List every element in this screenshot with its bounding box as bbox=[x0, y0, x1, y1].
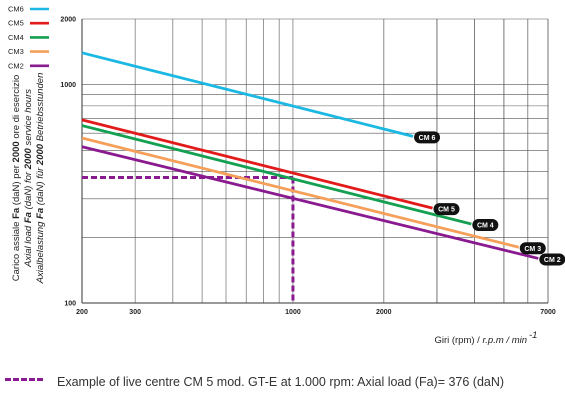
legend-label-cm2: CM2 bbox=[8, 61, 24, 70]
y-tick-label: 1000 bbox=[60, 82, 76, 89]
badge-cm3 bbox=[519, 242, 546, 255]
series-line-cm3 bbox=[81, 136, 520, 249]
y-tick-label: 100 bbox=[64, 301, 76, 308]
legend: CM6 CM5 CM4 CM3 CM2 bbox=[8, 5, 49, 70]
badge-label-cm2: CM 2 bbox=[544, 257, 561, 264]
badge-cm6 bbox=[414, 131, 441, 144]
example-dash-icon bbox=[5, 378, 43, 382]
series-line-cm4 bbox=[81, 124, 472, 226]
y-label-line: Carico assiale Fa (daN) per 2000 ore di … bbox=[11, 75, 22, 281]
legend-label-cm5: CM5 bbox=[8, 19, 24, 28]
legend-label-cm3: CM3 bbox=[8, 47, 24, 56]
series-badges: CM 6 CM 5 CM 4 CM 3CM 2 bbox=[414, 131, 565, 266]
badge-label-cm4: CM 4 bbox=[477, 223, 494, 230]
series-line-cm2 bbox=[81, 145, 539, 260]
y-tick-label: 2000 bbox=[60, 17, 76, 24]
grid-lines bbox=[81, 18, 549, 304]
x-axis-label: Giri (rpm) / r.p.m / min -1 bbox=[434, 330, 537, 346]
series-lines bbox=[81, 51, 539, 260]
legend-label-cm6: CM6 bbox=[8, 5, 24, 14]
badge-cm4 bbox=[472, 219, 499, 232]
y-axis-label: Carico assiale Fa (daN) per 2000 ore di … bbox=[11, 73, 46, 285]
badge-label-cm3: CM 3 bbox=[524, 246, 541, 253]
x-tick-label: 300 bbox=[129, 309, 141, 316]
x-tick-label: 2000 bbox=[376, 309, 392, 316]
legend-label-cm4: CM4 bbox=[8, 33, 24, 42]
example-marker bbox=[82, 175, 295, 303]
y-label-line: Axial load Fa (daN) for 2000 service hou… bbox=[23, 89, 34, 268]
badge-cm2 bbox=[539, 253, 565, 266]
x-tick-label: 7000 bbox=[540, 309, 556, 316]
badge-cm5 bbox=[433, 203, 460, 216]
axial-load-chart: CM 6 CM 5 CM 4 CM 3CM 2 200 300 1000 2000 7000 1… bbox=[8, 5, 565, 346]
series-line-cm5 bbox=[81, 118, 433, 210]
caption-text: Example of live centre CM 5 mod. GT-E at… bbox=[57, 375, 505, 389]
badge-label-cm5: CM 5 bbox=[438, 207, 455, 214]
tick-labels: 200 300 1000 2000 7000 100 1000 2000 bbox=[60, 17, 555, 317]
x-tick-label: 1000 bbox=[285, 309, 301, 316]
series-line-cm6 bbox=[81, 51, 414, 138]
y-label-line: Axialbelastung Fa (daN) für 2000 Betrieb… bbox=[35, 73, 46, 285]
x-label-superscript: -1 bbox=[529, 330, 537, 341]
x-tick-label: 200 bbox=[76, 309, 88, 316]
example-caption: Example of live centre CM 5 mod. GT-E at… bbox=[4, 372, 560, 392]
x-label-text: Giri (rpm) / r.p.m / min bbox=[434, 335, 527, 346]
plot-frame bbox=[81, 19, 548, 304]
badge-label-cm6: CM 6 bbox=[419, 135, 436, 142]
